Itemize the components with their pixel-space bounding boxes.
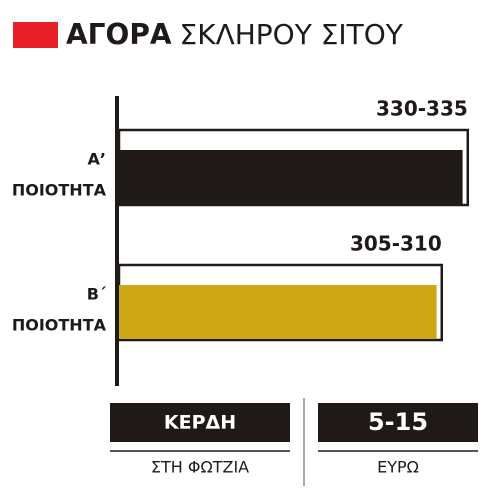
box-top-text: 5-15 xyxy=(368,408,428,436)
title-bold: ΑΓΟΡΑ xyxy=(66,18,172,51)
category-label: Β΄ xyxy=(87,285,107,304)
value-label: 305-310 xyxy=(350,232,442,256)
value-label: 330-335 xyxy=(376,97,468,121)
category-label: ΠΟΙΟΤΗΤΑ xyxy=(12,181,107,200)
chart-title: ΑΓΟΡΑ ΣΚΛΗΡΟΥ ΣΙΤΟΥ xyxy=(66,18,404,51)
box-top-text: ΚΕΡΔΗ xyxy=(164,412,236,434)
title-icon xyxy=(13,22,58,48)
axis-line xyxy=(115,96,119,386)
range-low xyxy=(119,285,437,339)
box-top xyxy=(110,403,290,442)
box-bottom-text: ΣΤΗ ΦΩΤΖΙΑ xyxy=(151,458,249,477)
category-label: ΠΟΙΟΤΗΤΑ xyxy=(12,316,107,335)
box-top xyxy=(318,403,478,442)
title-rest: ΣΚΛΗΡΟΥ ΣΙΤΟΥ xyxy=(180,18,404,51)
box-bottom-text: ΕΥΡΩ xyxy=(377,458,419,477)
range-low xyxy=(119,150,463,204)
category-label: Α’ xyxy=(88,150,106,169)
